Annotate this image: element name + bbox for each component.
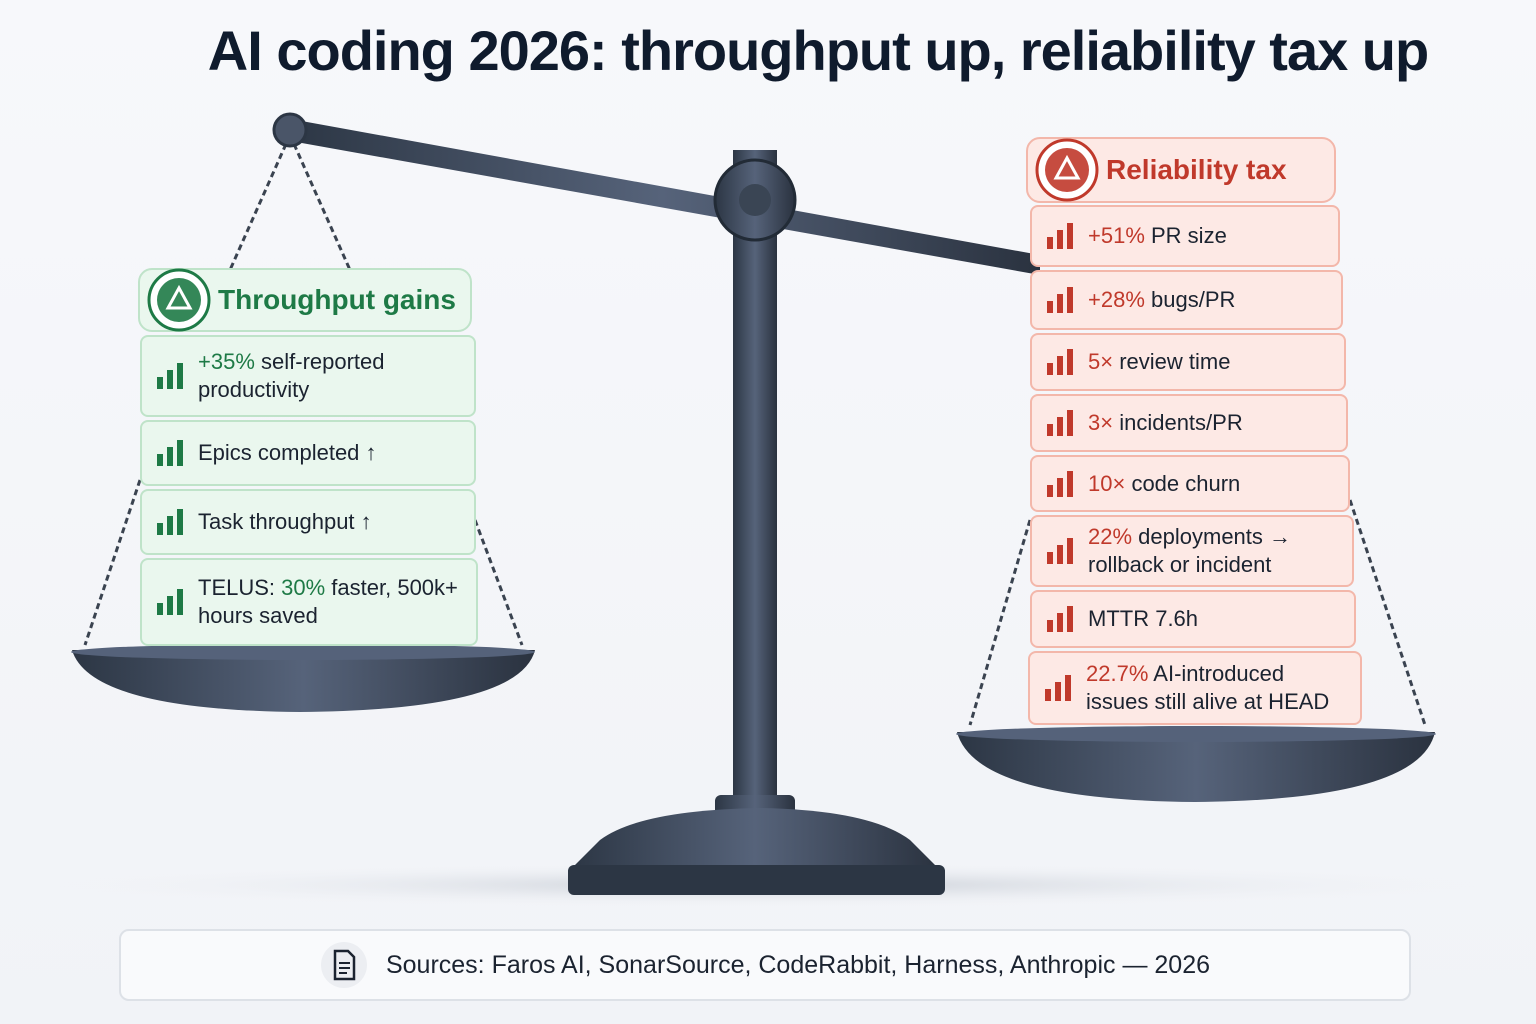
panel-heading: Throughput gains (138, 268, 472, 332)
item-text: 22.7% AI-introduced issues still alive a… (1086, 660, 1360, 716)
item-part: review time (1113, 349, 1231, 374)
item-part: faster, 500k+ hours saved (198, 575, 458, 628)
item-text: 5× review time (1088, 348, 1244, 376)
chains (83, 134, 1427, 726)
left-pan (72, 650, 535, 712)
item-text: Task throughput ↑ (198, 508, 386, 536)
item-text: MTTR 7.6h (1088, 605, 1212, 633)
item-part: self-reported productivity (198, 349, 385, 402)
pivot-cap (739, 184, 771, 216)
left-pan-rim (71, 644, 535, 660)
icon (142, 585, 198, 619)
item-text: Epics completed ↑ (198, 439, 391, 467)
post (733, 150, 777, 810)
item-part: 22% (1088, 524, 1133, 549)
item-part: AI-introduced issues still alive at HEAD (1086, 661, 1330, 714)
heading-text: Reliability tax (1106, 154, 1287, 185)
item-part: deployments → rollback or incident (1088, 524, 1292, 577)
icon (1032, 219, 1088, 253)
right-pan-rim (956, 726, 1436, 742)
item-part: bugs/PR (1144, 287, 1236, 312)
item-card: 3× incidents/PR (1030, 394, 1348, 452)
item-part: Task throughput ↑ (198, 509, 372, 534)
panel-heading: Reliability tax (1026, 137, 1336, 203)
icon (1032, 602, 1088, 636)
item-part: code churn (1125, 470, 1241, 496)
item-card: 5× review time (1030, 333, 1346, 391)
item-text: TELUS: 30% faster, 500k+ hours saved (198, 574, 476, 630)
item-card: MTTR 7.6h (1030, 590, 1356, 648)
icon (142, 505, 198, 539)
icon (1030, 671, 1086, 705)
right-pan (957, 732, 1435, 802)
item-text: 10× code churn (1088, 470, 1254, 498)
item-part: 22.7% (1086, 661, 1149, 686)
item-text: 22% deployments → rollback or incident (1088, 523, 1352, 579)
item-part: +28% (1088, 287, 1145, 312)
icon (1032, 345, 1088, 379)
item-part: PR size (1144, 223, 1227, 248)
item-part: 3× (1088, 410, 1114, 435)
item-part: +51% (1088, 223, 1145, 248)
item-text: +35% self-reported productivity (198, 348, 474, 404)
item-card: Task throughput ↑ (140, 489, 476, 555)
heading-text: Throughput gains (218, 284, 456, 315)
item-part: 5× (1088, 349, 1114, 374)
sources-text: Sources: Faros AI, SonarSource, CodeRabb… (385, 950, 1211, 979)
item-card: +35% self-reported productivity (140, 335, 476, 417)
item-card: Epics completed ↑ (140, 420, 476, 486)
item-card: 22.7% AI-introduced issues still alive a… (1028, 651, 1362, 725)
icon (140, 268, 218, 332)
item-card: +51% PR size (1030, 205, 1340, 267)
base-plate (568, 865, 945, 895)
beam (285, 118, 1040, 275)
item-text: +51% PR size (1088, 222, 1241, 250)
item-card: 22% deployments → rollback or incident (1030, 515, 1354, 587)
icon (142, 359, 198, 393)
icon (1032, 467, 1088, 501)
item-part: MTTR 7.6h (1088, 606, 1199, 631)
icon (1028, 138, 1106, 202)
icon (1032, 534, 1088, 568)
beam-end (272, 112, 308, 148)
sources-box: Sources: Faros AI, SonarSource, CodeRabb… (119, 929, 1411, 1001)
doc-icon (320, 942, 367, 988)
item-part: incidents/PR (1113, 410, 1243, 435)
item-part: Epics completed ↑ (198, 440, 377, 465)
item-card: 10× code churn (1030, 455, 1350, 512)
item-text: +28% bugs/PR (1088, 286, 1249, 314)
item-part: TELUS: (198, 575, 282, 600)
item-part: 30% (281, 575, 326, 600)
icon (1032, 283, 1088, 317)
icon (142, 436, 198, 470)
title: AI coding 2026: throughput up, reliabili… (207, 19, 1429, 82)
item-card: +28% bugs/PR (1030, 270, 1343, 330)
item-part: 10× (1088, 470, 1126, 496)
icon (1032, 406, 1088, 440)
item-part: +35% (198, 349, 255, 374)
base (570, 808, 940, 870)
item-card: TELUS: 30% faster, 500k+ hours saved (140, 558, 478, 646)
item-text: 3× incidents/PR (1088, 409, 1257, 437)
